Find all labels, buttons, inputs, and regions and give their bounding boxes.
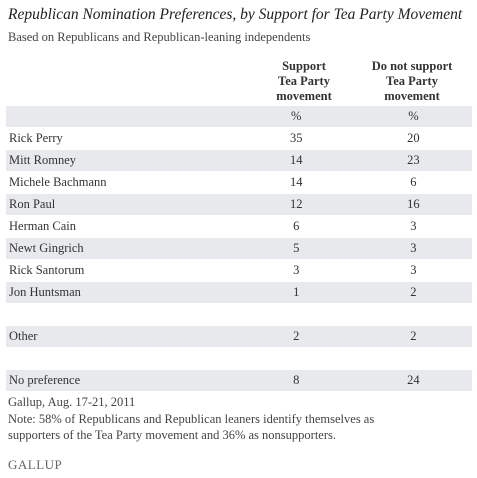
value-do-not-support bbox=[354, 303, 472, 326]
column-header-line: movement bbox=[276, 89, 332, 103]
chart-subtitle: Based on Republicans and Republican-lean… bbox=[8, 30, 311, 44]
value-support: 3 bbox=[237, 259, 355, 282]
row-label: Other bbox=[6, 325, 238, 348]
value-support: 35 bbox=[237, 127, 355, 150]
gallup-logo: GALLUP bbox=[8, 457, 63, 472]
value-do-not-support: 24 bbox=[354, 369, 472, 392]
value-support: 12 bbox=[237, 193, 355, 216]
value-support: 8 bbox=[237, 369, 355, 392]
source-note: Gallup, Aug. 17-21, 2011 bbox=[8, 395, 136, 409]
row-label: Rick Perry bbox=[6, 127, 238, 150]
table-row: Mitt Romney 14 23 bbox=[6, 149, 472, 172]
table-row: Ron Paul 12 16 bbox=[6, 193, 472, 216]
table-body: % % Rick Perry 35 20 Mitt Romney 14 23 Michele… bbox=[6, 106, 472, 392]
value-do-not-support: 3 bbox=[354, 215, 472, 238]
value-do-not-support: 16 bbox=[354, 193, 472, 216]
table-row: Other 2 2 bbox=[6, 325, 472, 348]
row-label bbox=[6, 106, 238, 128]
footnote-line: supporters of the Tea Party movement and… bbox=[8, 428, 336, 442]
value-support: 14 bbox=[237, 171, 355, 194]
value-do-not-support: 3 bbox=[354, 259, 472, 282]
column-header-line: Do not support bbox=[371, 59, 453, 73]
unit-row: % % bbox=[6, 106, 472, 128]
table-row: Rick Perry 35 20 bbox=[6, 127, 472, 150]
row-label: Ron Paul bbox=[6, 193, 238, 216]
table-row bbox=[6, 303, 472, 326]
value-do-not-support: 6 bbox=[354, 171, 472, 194]
row-label: Mitt Romney bbox=[6, 149, 238, 172]
value-do-not-support: 2 bbox=[354, 325, 472, 348]
column-header-support: Support Tea Party movement bbox=[244, 59, 364, 104]
row-label bbox=[6, 303, 238, 326]
value-do-not-support: 23 bbox=[354, 149, 472, 172]
row-label: Herman Cain bbox=[6, 215, 238, 238]
value-support bbox=[237, 303, 355, 326]
column-header-line: Support bbox=[282, 59, 326, 73]
value-support: 5 bbox=[237, 237, 355, 260]
table-row: Newt Gingrich 5 3 bbox=[6, 237, 472, 260]
footnote-line: Note: 58% of Republicans and Republican … bbox=[8, 412, 375, 426]
row-label bbox=[6, 347, 238, 370]
table-row: Jon Huntsman 1 2 bbox=[6, 281, 472, 304]
value-support: 14 bbox=[237, 149, 355, 172]
value-support: 2 bbox=[237, 325, 355, 348]
column-header-do-not-support: Do not support Tea Party movement bbox=[352, 59, 472, 104]
value-support: 1 bbox=[237, 281, 355, 304]
unit-cell: % bbox=[354, 106, 472, 128]
value-do-not-support bbox=[354, 347, 472, 370]
results-table: % % Rick Perry 35 20 Mitt Romney 14 23 Michele… bbox=[6, 106, 472, 392]
table-row: Herman Cain 6 3 bbox=[6, 215, 472, 238]
column-header-line: Tea Party bbox=[278, 74, 330, 88]
column-header-line: Tea Party bbox=[386, 74, 438, 88]
table-row: Rick Santorum 3 3 bbox=[6, 259, 472, 282]
value-do-not-support: 3 bbox=[354, 237, 472, 260]
row-label: Michele Bachmann bbox=[6, 171, 238, 194]
table-row: No preference 8 24 bbox=[6, 369, 472, 392]
chart-title: Republican Nomination Preferences, by Su… bbox=[8, 6, 463, 23]
row-label: Rick Santorum bbox=[6, 259, 238, 282]
value-do-not-support: 20 bbox=[354, 127, 472, 150]
table-row bbox=[6, 347, 472, 370]
row-label: Newt Gingrich bbox=[6, 237, 238, 260]
value-do-not-support: 2 bbox=[354, 281, 472, 304]
unit-cell: % bbox=[237, 106, 355, 128]
table-row: Michele Bachmann 14 6 bbox=[6, 171, 472, 194]
value-support bbox=[237, 347, 355, 370]
value-support: 6 bbox=[237, 215, 355, 238]
row-label: No preference bbox=[6, 369, 238, 392]
column-header-line: movement bbox=[384, 89, 440, 103]
row-label: Jon Huntsman bbox=[6, 281, 238, 304]
